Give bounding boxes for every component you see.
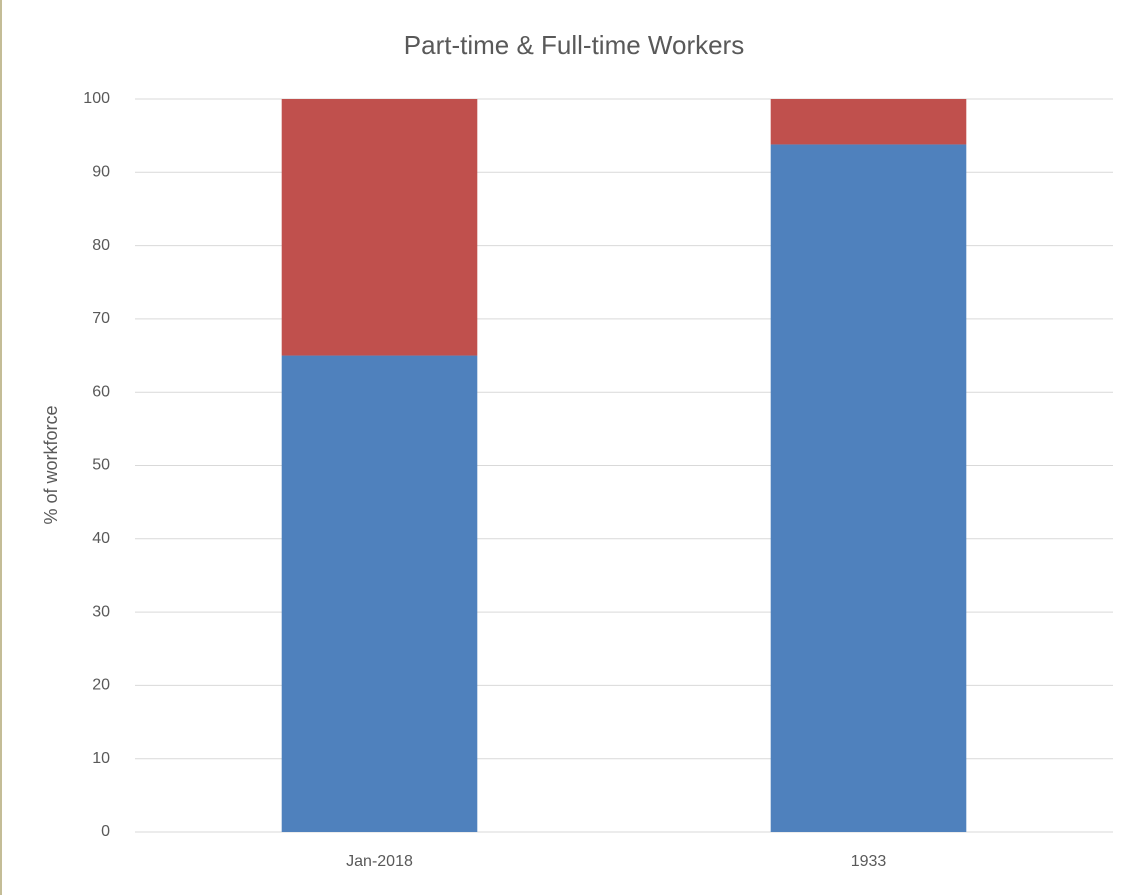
bar-segment [770,99,967,145]
y-tick-label: 80 [92,237,110,254]
y-tick-label: 20 [92,677,110,694]
y-axis-label: % of workforce [41,405,61,524]
bar-segment [770,144,967,833]
y-tick-label: 70 [92,310,110,327]
y-tick-label: 50 [92,457,110,474]
y-tick-label: 60 [92,383,110,400]
y-tick-label: 90 [92,164,110,181]
y-tick-label: 0 [101,823,110,840]
x-tick-label: Jan-2018 [346,853,413,870]
chart-title: Part-time & Full-time Workers [404,30,744,60]
x-tick-label: 1933 [851,853,887,870]
bar-segment [281,355,478,832]
y-tick-label: 40 [92,530,110,547]
y-tick-label: 100 [83,90,110,107]
bar-segment [281,99,478,356]
y-tick-label: 30 [92,603,110,620]
y-tick-label: 10 [92,750,110,767]
